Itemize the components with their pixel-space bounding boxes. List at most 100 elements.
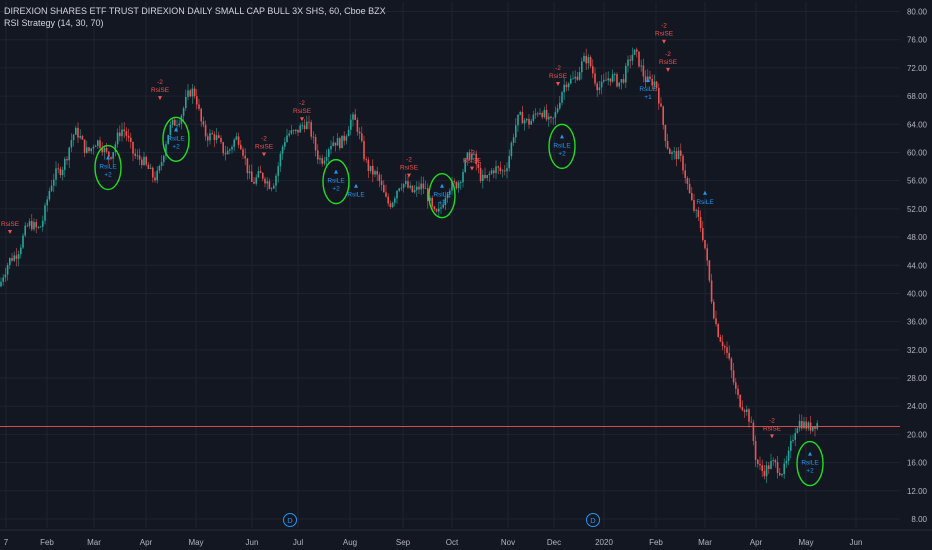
signal-label: RsiSE [763, 425, 782, 432]
x-tick-label: Sep [396, 538, 411, 547]
candle-body [532, 114, 535, 121]
candle-body [112, 152, 114, 159]
candle-body [761, 465, 763, 471]
candle-body [42, 220, 44, 227]
candle-body [572, 78, 574, 80]
candle-body [479, 167, 482, 182]
candle-body [211, 133, 213, 135]
candle-body [578, 72, 581, 80]
candle-body [598, 87, 601, 91]
candle-body [814, 426, 816, 429]
strategy-signals: RsiSERsiLE+2-2RsiSERsiLE+2-2RsiSERsiLE+2… [1, 23, 819, 475]
candle-body [48, 190, 51, 200]
signal-label: RsiLE [801, 460, 819, 467]
candle-body [244, 155, 246, 159]
x-tick-label: Jul [293, 538, 303, 547]
buy-signal[interactable]: RsiLE+2 [801, 451, 819, 475]
candle-body [77, 127, 79, 138]
candle-body [303, 125, 306, 130]
price-axis[interactable]: 80.00 76.00 72.00 68.00 64.00 60.00 56.00 52.00… [900, 0, 932, 550]
candle-body [33, 222, 35, 230]
sell-signal[interactable]: RsiSE [1, 221, 20, 235]
candle-body [796, 428, 799, 434]
candle-body [222, 142, 224, 154]
x-tick-label: Feb [40, 538, 54, 547]
signal-label: RsiSE [549, 73, 568, 80]
candle-body [121, 129, 123, 137]
candle-body [710, 280, 713, 302]
candle-body [763, 470, 766, 477]
time-axis-bg [0, 530, 932, 550]
candle-body [257, 171, 260, 178]
candle-body [554, 112, 557, 118]
buy-signal[interactable]: RsiLE+2 [99, 155, 117, 179]
candle-body [99, 140, 101, 148]
signal-label: RsiSE [659, 59, 678, 66]
candle-body [660, 103, 662, 107]
candle-body [312, 136, 315, 138]
candle-body [475, 153, 477, 165]
candle-body [37, 227, 40, 228]
symbol-title[interactable]: DIREXION SHARES ETF TRUST DIREXION DAILY… [4, 6, 386, 16]
signal-label: -2 [261, 135, 267, 142]
candle-body [431, 197, 433, 207]
candle-body [684, 170, 686, 179]
highlight-circle [322, 158, 350, 205]
arrow-down-icon [556, 81, 560, 86]
y-tick-label: 76.00 [907, 36, 928, 45]
dividend-icon [283, 513, 297, 527]
arrow-up-icon [106, 155, 110, 160]
candle-body [105, 147, 108, 152]
buy-signal[interactable]: RsiLE+2 [167, 127, 185, 150]
candle-body [24, 225, 26, 236]
indicator-label[interactable]: RSI Strategy (14, 30, 70) [4, 18, 104, 28]
candle-body [449, 190, 451, 195]
candle-body [576, 76, 579, 80]
candle-body [59, 168, 62, 176]
candle-body [801, 420, 803, 429]
candle-body [506, 168, 508, 172]
arrow-down-icon [662, 39, 666, 44]
candle-body [438, 208, 440, 212]
arrow-down-icon [770, 434, 774, 439]
candle-body [440, 207, 442, 209]
candle-body [708, 260, 711, 281]
candle-body [457, 182, 460, 189]
dividend-marker[interactable]: D [586, 513, 600, 527]
buy-signal[interactable]: RsiLE+2 [553, 134, 571, 157]
candle-body [233, 139, 235, 147]
arrow-up-icon [560, 134, 564, 139]
x-tick-label: 7 [4, 538, 9, 547]
candle-body [730, 358, 733, 371]
buy-signal[interactable]: RsiLE+1 [639, 77, 657, 101]
time-axis[interactable]: 7 Feb Mar Apr May Jun Jul Aug Sep Oct Nov Dec 2020 Fe… [0, 529, 932, 550]
buy-signal[interactable]: RsiLE+2 [433, 183, 451, 207]
candle-body [776, 462, 779, 473]
dividend-marker[interactable]: D [283, 513, 297, 527]
y-tick-label: 8.00 [911, 515, 927, 524]
candle-body [200, 108, 202, 122]
candle-body [528, 118, 530, 125]
signal-label: +1 [644, 94, 652, 101]
candle-body [215, 135, 218, 140]
candle-body [521, 112, 524, 124]
candle-body [325, 156, 328, 161]
buy-signal[interactable]: RsiLE [347, 183, 365, 199]
candle-body [28, 221, 31, 226]
buy-signal[interactable]: RsiLE [696, 190, 714, 206]
buy-signal[interactable]: RsiLE+2 [327, 169, 345, 193]
candle-body [317, 150, 319, 160]
candle-body [385, 192, 387, 197]
candle-body [116, 132, 119, 145]
